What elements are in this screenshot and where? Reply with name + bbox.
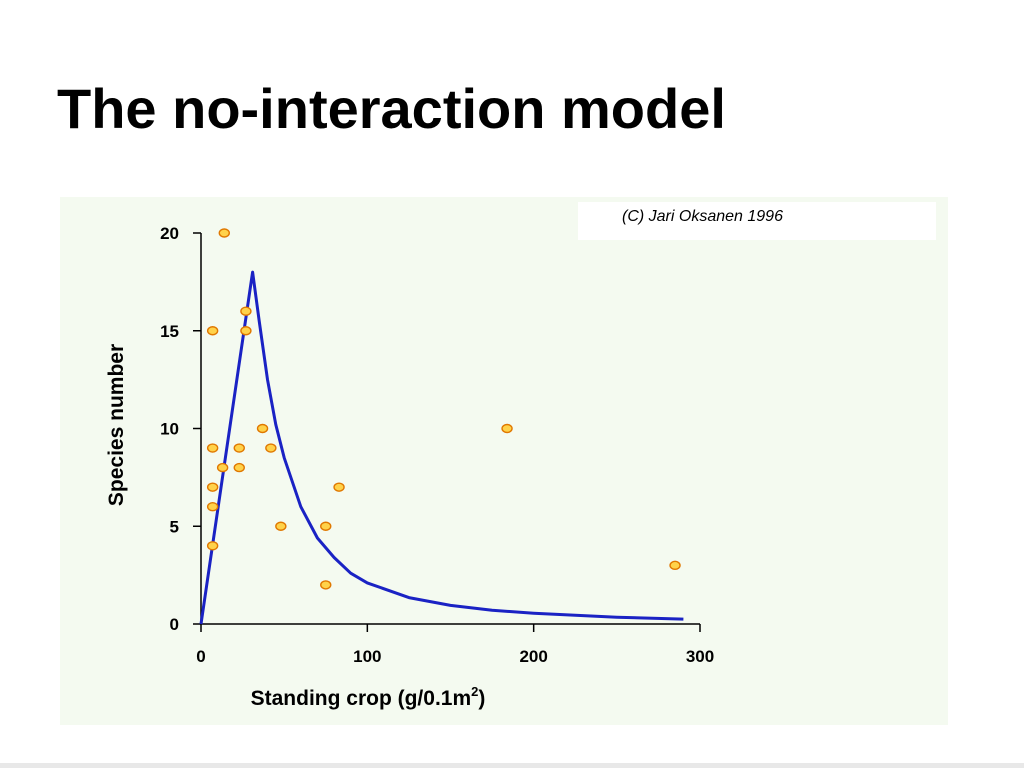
y-tick-label: 10 bbox=[160, 420, 179, 439]
slide-title: The no-interaction model bbox=[57, 77, 726, 140]
data-point bbox=[256, 423, 269, 434]
x-tick-label: 100 bbox=[353, 647, 381, 666]
y-tick-label: 5 bbox=[170, 517, 179, 536]
data-point bbox=[240, 326, 252, 336]
data-point bbox=[240, 306, 252, 316]
x-tick-label: 200 bbox=[519, 647, 547, 666]
data-point bbox=[206, 541, 219, 551]
curve-layer bbox=[199, 270, 684, 625]
credit-box: (C) Jari Oksanen 1996 bbox=[578, 202, 936, 240]
data-point bbox=[265, 443, 277, 453]
credit-text: (C) Jari Oksanen 1996 bbox=[622, 208, 783, 225]
labels-layer: Standing crop (g/0.1m2) Species number bbox=[105, 344, 485, 710]
y-tick-label: 0 bbox=[170, 615, 179, 634]
data-point bbox=[233, 462, 245, 473]
data-point bbox=[216, 462, 229, 473]
x-tick-label: 300 bbox=[686, 647, 714, 666]
data-point bbox=[275, 521, 287, 531]
data-point bbox=[233, 443, 245, 453]
data-point bbox=[501, 423, 513, 434]
data-point bbox=[206, 326, 219, 336]
data-point bbox=[333, 482, 345, 492]
x-axis-label: Standing crop (g/0.1m2) bbox=[251, 684, 486, 710]
data-point bbox=[206, 443, 219, 453]
chart-panel: (C) Jari Oksanen 1996 0 5 10 15 20 0 100 200 300… bbox=[60, 197, 948, 725]
y-axis-label: Species number bbox=[105, 344, 128, 506]
y-tick-label: 15 bbox=[160, 322, 179, 341]
y-tick-label: 20 bbox=[160, 224, 179, 243]
fitted-curve bbox=[199, 270, 684, 625]
x-axis-label-superscript: 2 bbox=[471, 684, 478, 699]
data-point bbox=[206, 482, 219, 492]
data-point bbox=[320, 580, 332, 590]
data-point bbox=[206, 502, 219, 512]
data-point bbox=[218, 228, 230, 238]
points-layer bbox=[206, 228, 681, 590]
data-point bbox=[669, 560, 681, 571]
data-point bbox=[320, 521, 332, 531]
footer-divider bbox=[0, 763, 1024, 768]
x-tick-label: 0 bbox=[196, 647, 205, 666]
